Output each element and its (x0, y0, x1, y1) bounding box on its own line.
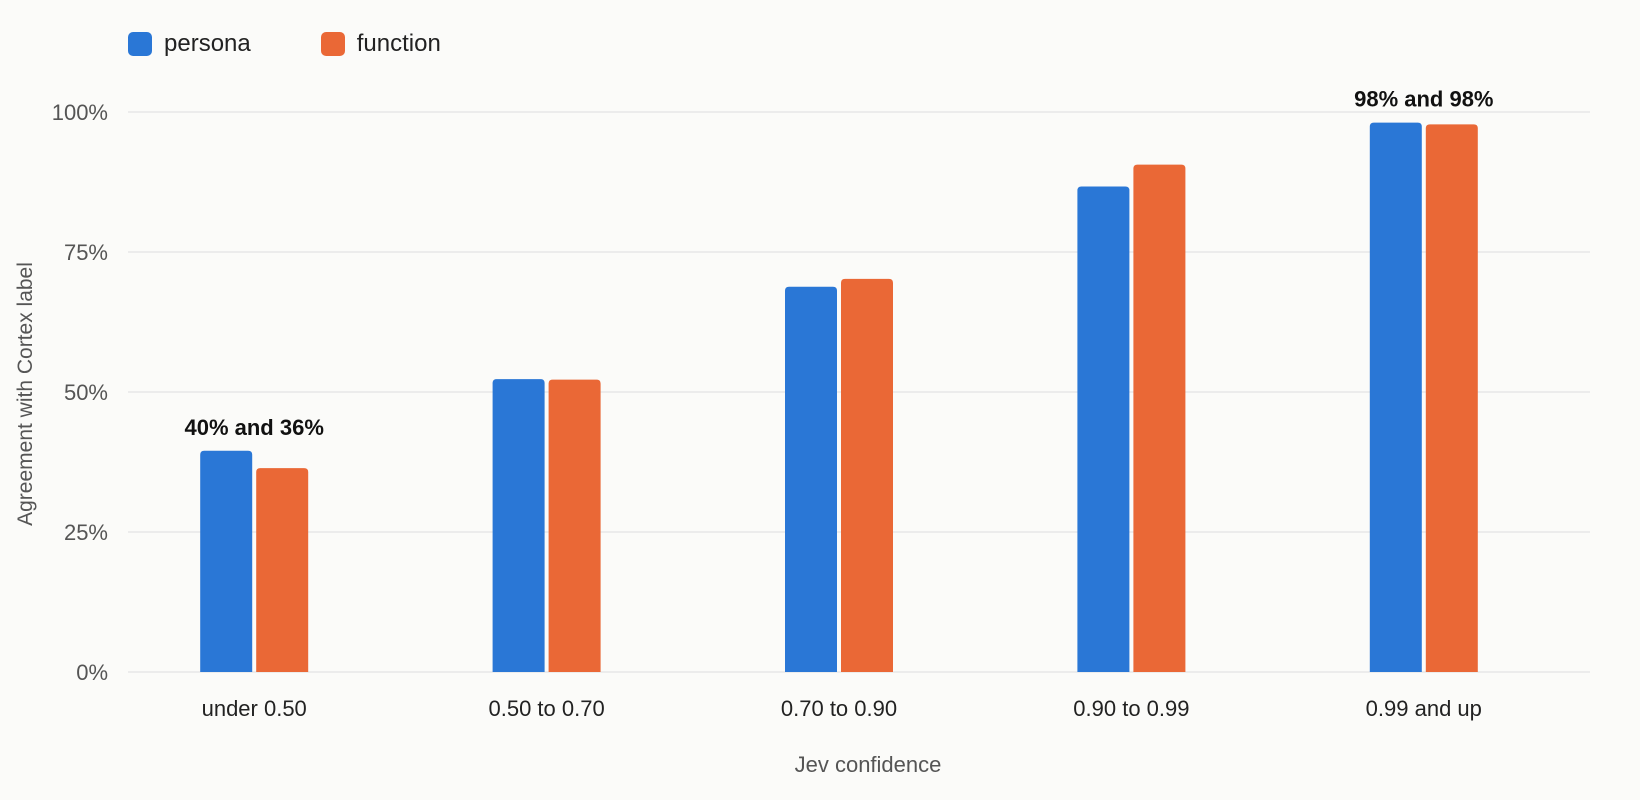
legend-swatch-function (320, 32, 345, 56)
x-tick-label: 0.99 and up (1366, 696, 1482, 721)
annotations: 40% and 36% 98% and 98% (184, 87, 1493, 440)
bar-function (1133, 164, 1186, 672)
bar-annotation: 98% and 98% (1354, 87, 1493, 112)
y-axis-title: Agreement with Cortex label (14, 262, 37, 526)
bar-persona (1369, 122, 1422, 672)
bar-persona (492, 379, 545, 672)
y-tick-label: 0% (76, 660, 108, 685)
bar-function (1425, 124, 1478, 672)
bar-persona (1077, 186, 1130, 673)
x-tick-label: 0.90 to 0.99 (1073, 696, 1189, 721)
bar-function (841, 278, 893, 672)
x-axis-title: Jev confidence (795, 752, 942, 777)
bar-function (256, 468, 309, 672)
bar-function (548, 379, 601, 672)
y-tick-label: 50% (64, 380, 108, 405)
x-tick-label: 0.70 to 0.90 (781, 696, 897, 721)
legend-item-persona: persona (128, 30, 251, 58)
bars (200, 122, 1478, 673)
y-tick-label: 100% (52, 100, 108, 125)
legend: persona function (128, 30, 441, 58)
bar-persona (785, 286, 837, 672)
legend-label-function: function (356, 30, 441, 57)
legend-label-persona: persona (164, 30, 251, 57)
y-tick-labels: 0% 25% 50% 75% 100% (52, 100, 108, 685)
legend-item-function: function (320, 30, 441, 58)
x-tick-labels: under 0.50 0.50 to 0.70 0.70 to 0.90 0.90 t… (202, 696, 1482, 721)
bar-annotation: 40% and 36% (184, 415, 323, 440)
bar-persona (200, 450, 253, 672)
y-tick-label: 25% (64, 520, 108, 545)
y-tick-label: 75% (64, 240, 108, 265)
x-tick-label: under 0.50 (202, 696, 307, 721)
x-tick-label: 0.50 to 0.70 (488, 696, 604, 721)
legend-swatch-persona (128, 32, 152, 56)
